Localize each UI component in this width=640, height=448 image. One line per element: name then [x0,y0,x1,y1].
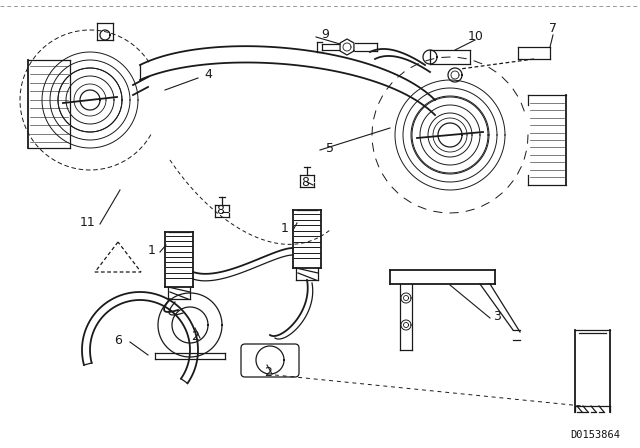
Text: 8: 8 [216,203,224,216]
Text: 8: 8 [301,177,309,190]
Text: 4: 4 [204,69,212,82]
Text: 5: 5 [326,142,334,155]
Text: 1: 1 [281,221,289,234]
Text: 11: 11 [80,215,96,228]
Text: 10: 10 [468,30,484,43]
Text: 3: 3 [493,310,501,323]
Text: 2: 2 [191,329,199,343]
Text: D0153864: D0153864 [570,430,620,440]
Text: 6: 6 [114,333,122,346]
Text: 2: 2 [264,366,272,379]
Text: 9: 9 [321,29,329,42]
Text: 1: 1 [148,244,156,257]
Text: 7: 7 [549,22,557,34]
